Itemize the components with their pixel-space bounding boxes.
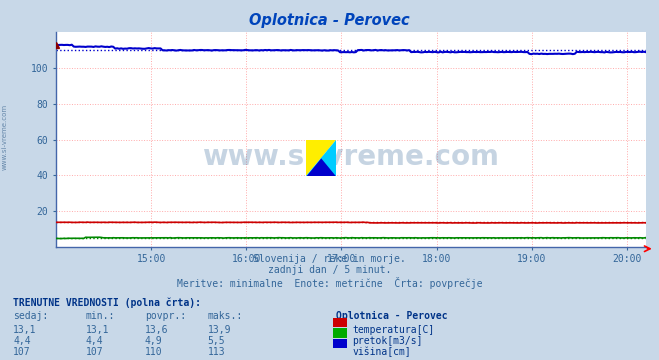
Polygon shape <box>306 158 336 176</box>
Text: TRENUTNE VREDNOSTI (polna črta):: TRENUTNE VREDNOSTI (polna črta): <box>13 297 201 307</box>
Text: min.:: min.: <box>86 311 115 321</box>
Text: maks.:: maks.: <box>208 311 243 321</box>
Text: Slovenija / reke in morje.: Slovenija / reke in morje. <box>253 254 406 264</box>
Polygon shape <box>306 140 336 176</box>
Text: 4,9: 4,9 <box>145 336 163 346</box>
Text: 13,1: 13,1 <box>13 325 37 335</box>
Text: zadnji dan / 5 minut.: zadnji dan / 5 minut. <box>268 265 391 275</box>
Text: višina[cm]: višina[cm] <box>353 347 411 357</box>
Text: povpr.:: povpr.: <box>145 311 186 321</box>
Text: www.si-vreme.com: www.si-vreme.com <box>202 143 500 171</box>
Text: temperatura[C]: temperatura[C] <box>353 325 435 335</box>
Text: Oplotnica - Perovec: Oplotnica - Perovec <box>336 311 447 321</box>
Text: 13,1: 13,1 <box>86 325 109 335</box>
Text: sedaj:: sedaj: <box>13 311 48 321</box>
Text: pretok[m3/s]: pretok[m3/s] <box>353 336 423 346</box>
Text: Meritve: minimalne  Enote: metrične  Črta: povprečje: Meritve: minimalne Enote: metrične Črta:… <box>177 277 482 289</box>
Text: 113: 113 <box>208 347 225 357</box>
Polygon shape <box>306 140 336 176</box>
Text: Oplotnica - Perovec: Oplotnica - Perovec <box>249 13 410 28</box>
Text: 107: 107 <box>86 347 103 357</box>
Text: 4,4: 4,4 <box>86 336 103 346</box>
Text: 107: 107 <box>13 347 31 357</box>
Text: 110: 110 <box>145 347 163 357</box>
Text: 13,6: 13,6 <box>145 325 169 335</box>
Text: 4,4: 4,4 <box>13 336 31 346</box>
Text: 5,5: 5,5 <box>208 336 225 346</box>
Text: www.si-vreme.com: www.si-vreme.com <box>1 104 8 170</box>
Text: 13,9: 13,9 <box>208 325 231 335</box>
